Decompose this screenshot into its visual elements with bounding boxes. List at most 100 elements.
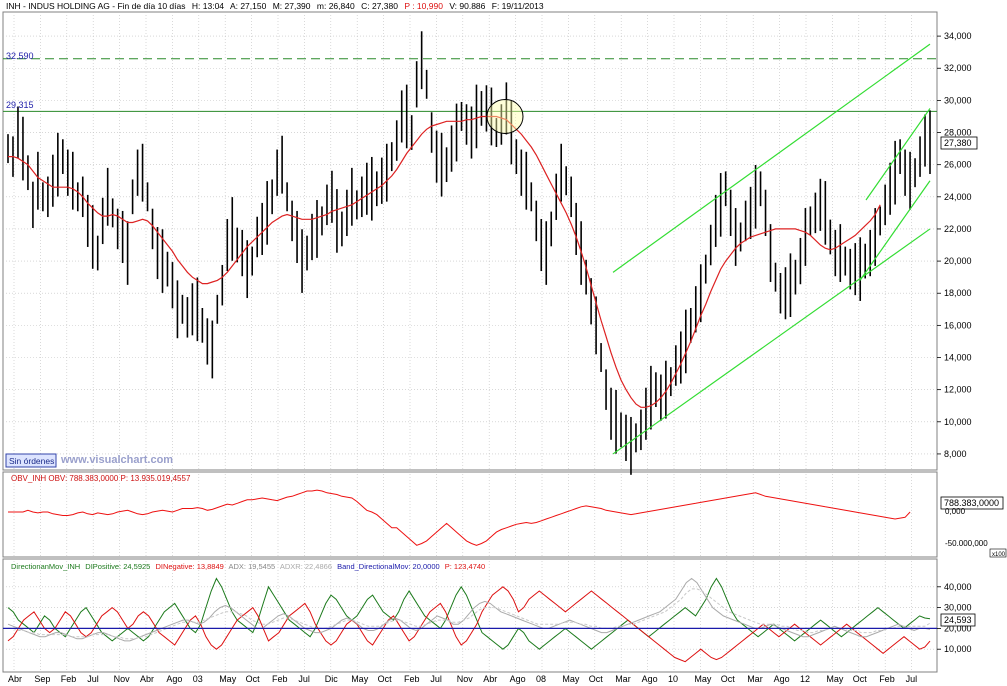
dmi-h3: DINegative: 13,8849 [155, 562, 223, 571]
price-tick-label: 30,000 [944, 95, 972, 105]
axis-layer: Abr Sep Feb Jul Nov Abr Ago 03 May Oct Feb Jul Dic Ma… [8, 31, 972, 684]
header-symbol: INH - INDUS HOLDING AG - Fin de día 10 d… [6, 1, 186, 11]
x-tick-label: 03 [193, 674, 203, 684]
obv-tick-bottom: -50.000,000 [945, 539, 988, 548]
dmi-tick-label: 40,000 [944, 582, 972, 592]
grid-layer [3, 12, 937, 672]
trend-channel-line [612, 43, 931, 273]
price-tick-label: 8,000 [944, 449, 967, 459]
obv-last-box [940, 496, 1004, 510]
header-h: H: 13:04 [192, 1, 224, 11]
trend-channel-line [865, 108, 931, 201]
price-tick-label: 20,000 [944, 256, 972, 266]
x-tick-label: Oct [378, 674, 393, 684]
price-tick-label: 14,000 [944, 353, 972, 363]
dmi-h2: DIPositive: 24,5925 [85, 562, 150, 571]
x-tick-label: May [694, 674, 712, 684]
x-tick-label: 12 [800, 674, 810, 684]
dmi-h6: Band_DirectionalMov: 20,0000 [337, 562, 440, 571]
moving-average-line [8, 115, 881, 408]
header-f: F: 19/11/2013 [492, 1, 544, 11]
trend-channel-line [612, 228, 931, 455]
x-tick-label: Dic [325, 674, 338, 684]
dmi-tick-label: 20,000 [944, 623, 972, 633]
din-line [7, 586, 931, 663]
dmi-tick-label: 30,000 [944, 603, 972, 613]
highlight-circle [486, 98, 524, 134]
dmi-h7: P: 123,4740 [445, 562, 485, 571]
obv-header: OBV_INH OBV: 788.383,0000 P: 13.935.019,… [11, 474, 191, 483]
obv-scale-note: x100 [992, 552, 1006, 558]
price-layer [3, 31, 937, 475]
x-tick-label: Oct [589, 674, 604, 684]
price-panel-frame [2, 11, 938, 471]
x-tick-label: 08 [536, 674, 546, 684]
sin-ordenes-button[interactable]: Sin órdenes [9, 456, 54, 466]
x-tick-label: Nov [457, 674, 474, 684]
adxr-line [8, 588, 931, 640]
x-tick-label: Feb [272, 674, 288, 684]
x-tick-label: Abr [140, 674, 154, 684]
trend-channel-line [859, 180, 931, 281]
dmi-layer [3, 577, 937, 663]
x-tick-label: Ago [642, 674, 658, 684]
header-m: M: 27,390 [273, 1, 311, 11]
header-p: P : 10,990 [404, 1, 443, 11]
last-price-label: 27,380 [944, 138, 972, 148]
x-tick-label: Ago [166, 674, 182, 684]
x-tick-label: Jul [298, 674, 310, 684]
x-tick-label: Jul [87, 674, 99, 684]
header-v: V: 90.886 [449, 1, 485, 11]
x-tick-label: Nov [114, 674, 131, 684]
dmi-tick-label: 10,000 [944, 644, 972, 654]
price-tick-label: 24,000 [944, 192, 972, 202]
x-tick-label: Mar [747, 674, 763, 684]
x-tick-label: Ago [774, 674, 790, 684]
header-mn: m: 26,840 [317, 1, 355, 11]
obv-scale-box [989, 548, 1007, 558]
price-tick-label: 32,000 [944, 63, 972, 73]
price-header: INH - INDUS HOLDING AG - Fin de día 10 d… [6, 1, 544, 11]
obv-last-label: 788.383,0000 [944, 498, 999, 508]
sin-ordenes-button-bg[interactable] [5, 453, 57, 468]
last-price-box [940, 136, 978, 150]
x-tick-label: May [351, 674, 369, 684]
x-tick-label: Jul [906, 674, 918, 684]
dmi-h4: ADX: 19,5455 [229, 562, 276, 571]
price-tick-label: 10,000 [944, 417, 972, 427]
x-tick-label: Oct [853, 674, 868, 684]
price-tick-label: 12,000 [944, 385, 972, 395]
x-tick-label: Mar [615, 674, 631, 684]
price-tick-label: 26,000 [944, 160, 972, 170]
x-tick-label: May [562, 674, 580, 684]
obv-tick-top: 0,000 [945, 507, 966, 516]
obv-layer [8, 489, 911, 546]
dmi-last-box [940, 613, 976, 627]
level-label-32590: 32.590 [6, 51, 34, 61]
price-tick-label: 34,000 [944, 31, 972, 41]
dmi-last-label: 24,593 [944, 615, 972, 625]
x-tick-label: Ago [510, 674, 526, 684]
price-tick-label: 28,000 [944, 128, 972, 138]
dmi-header: DirectionanMov_INH DIPositive: 24,5925 D… [11, 562, 485, 571]
x-tick-label: Jul [430, 674, 442, 684]
x-tick-label: 10 [668, 674, 678, 684]
x-tick-label: May [219, 674, 237, 684]
obv-line [8, 489, 911, 546]
x-tick-label: Abr [8, 674, 22, 684]
dmi-panel-frame [2, 558, 938, 673]
price-tick-label: 18,000 [944, 288, 972, 298]
x-tick-label: Abr [483, 674, 497, 684]
watermark: www.visualchart.com [60, 454, 173, 466]
header-c: C: 27,380 [361, 1, 398, 11]
level-label-29315: 29.315 [6, 100, 34, 110]
price-tick-label: 16,000 [944, 320, 972, 330]
header-a: A: 27,150 [230, 1, 267, 11]
x-tick-label: Oct [721, 674, 736, 684]
x-tick-label: May [826, 674, 844, 684]
x-tick-label: Feb [61, 674, 77, 684]
x-tick-label: Sep [34, 674, 50, 684]
price-tick-label: 22,000 [944, 224, 972, 234]
dmi-h5: ADXR: 22,4866 [280, 562, 332, 571]
